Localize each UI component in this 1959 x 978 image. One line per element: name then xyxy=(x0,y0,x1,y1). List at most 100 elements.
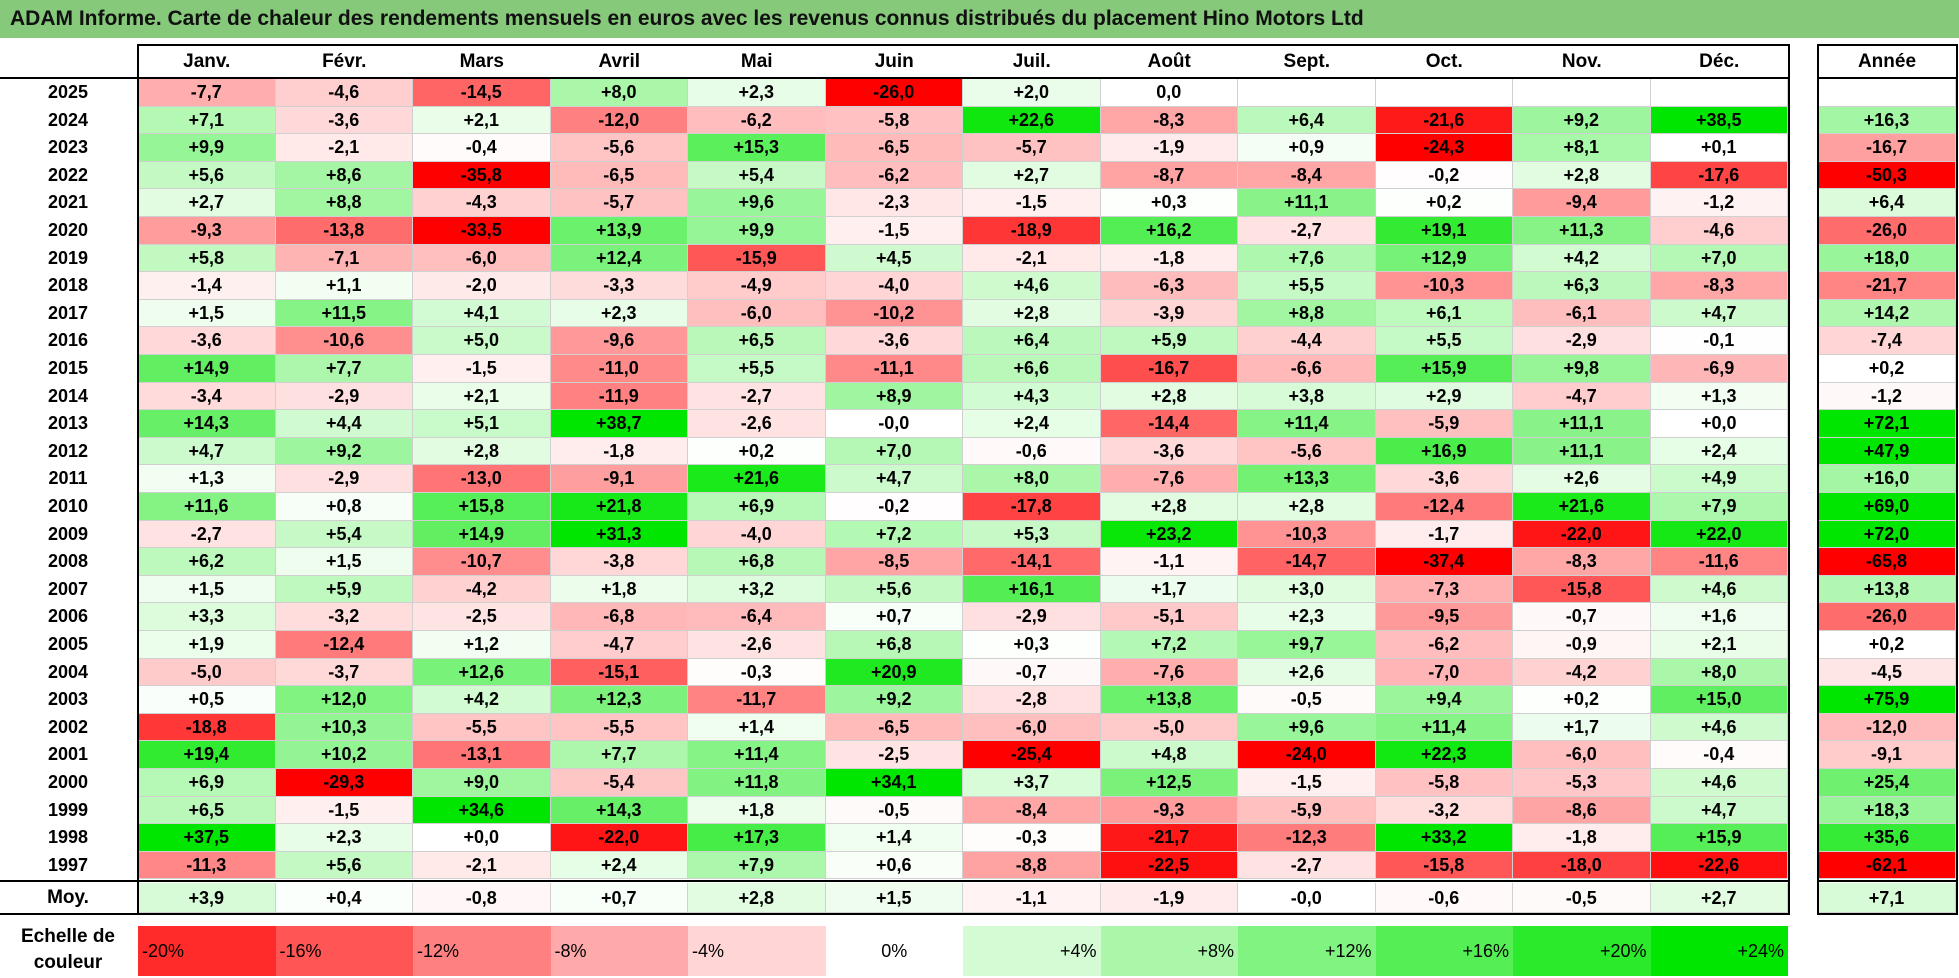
heatmap-cell: +5,5 xyxy=(1238,272,1376,300)
heatmap-cell: +0,5 xyxy=(138,686,276,714)
heatmap-cell: +38,5 xyxy=(1650,106,1788,135)
heatmap-cell: +6,2 xyxy=(138,548,276,576)
heatmap-cell: +9,2 xyxy=(825,686,963,714)
month-header: Oct. xyxy=(1425,51,1463,72)
heatmap-cell: -1,7 xyxy=(1375,520,1513,549)
heatmap-cell: +8,9 xyxy=(825,382,963,411)
color-scale-step: -16% xyxy=(275,926,413,976)
heatmap-cell: +5,6 xyxy=(138,161,276,190)
heatmap-cell: -6,0 xyxy=(688,299,826,328)
annual-cell: +25,4 xyxy=(1818,769,1956,797)
heatmap-cell: -0,3 xyxy=(963,824,1101,852)
heatmap-cell: -8,7 xyxy=(1100,161,1238,190)
heatmap-cell: +9,8 xyxy=(1513,355,1651,383)
heatmap-cell: -6,0 xyxy=(963,713,1101,742)
heatmap-cell: +5,0 xyxy=(413,327,551,355)
heatmap-cell: +5,4 xyxy=(688,161,826,190)
heatmap-cell: -6,2 xyxy=(825,161,963,190)
heatmap-cell: +7,6 xyxy=(1238,244,1376,273)
annual-cell: -50,3 xyxy=(1818,161,1956,190)
year-label: 2010 xyxy=(47,496,89,516)
heatmap-cell: +9,9 xyxy=(688,217,826,245)
heatmap-cell: +7,2 xyxy=(1100,631,1238,659)
heatmap-cell: +6,6 xyxy=(963,355,1101,383)
month-header: Août xyxy=(1147,51,1191,72)
annual-cell: +18,0 xyxy=(1818,244,1956,273)
heatmap-cell: +2,7 xyxy=(138,189,276,217)
heatmap-cell: +5,5 xyxy=(688,355,826,383)
heatmap-cell: -1,9 xyxy=(1100,134,1238,162)
heatmap-cell: +8,0 xyxy=(1650,658,1788,687)
heatmap-cell: +12,3 xyxy=(550,686,688,714)
month-header: Févr. xyxy=(322,51,367,72)
heatmap-cell: -9,4 xyxy=(1513,189,1651,217)
heatmap-cell: -21,7 xyxy=(1100,824,1238,852)
heatmap-cell: -5,6 xyxy=(1238,437,1376,466)
annual-cell: +75,9 xyxy=(1818,686,1956,714)
heatmap-cell: -0,0 xyxy=(825,410,963,438)
heatmap-cell: +5,8 xyxy=(138,244,276,273)
heatmap-cell: +7,9 xyxy=(688,851,826,880)
heatmap-cell: -2,8 xyxy=(963,686,1101,714)
heatmap-cell: -13,0 xyxy=(413,465,551,493)
year-label: 2005 xyxy=(47,634,89,654)
heatmap-cell: -2,1 xyxy=(275,134,413,162)
heatmap-cell: -6,2 xyxy=(1375,631,1513,659)
heatmap-cell: +14,9 xyxy=(413,520,551,549)
heatmap-cell: +10,2 xyxy=(275,741,413,769)
heatmap-cell: -3,3 xyxy=(550,272,688,300)
heatmap-cell: +4,5 xyxy=(825,244,963,273)
heatmap-cell: +6,9 xyxy=(138,769,276,797)
heatmap-cell: +7,7 xyxy=(275,355,413,383)
heatmap-cell: +5,4 xyxy=(275,520,413,549)
heatmap-cell: +3,2 xyxy=(688,575,826,604)
heatmap-cell: -4,7 xyxy=(1513,382,1651,411)
heatmap-cell: -0,7 xyxy=(963,658,1101,687)
heatmap-cell: +0,3 xyxy=(963,631,1101,659)
heatmap-cell: +9,9 xyxy=(138,134,276,162)
heatmap-cell: +21,8 xyxy=(550,493,688,521)
heatmap-cell: -4,2 xyxy=(413,575,551,604)
heatmap-cell: -15,9 xyxy=(688,244,826,273)
heatmap-cell: +0,2 xyxy=(1513,686,1651,714)
heatmap-cell: -11,1 xyxy=(825,355,963,383)
heatmap-cell: +8,8 xyxy=(275,189,413,217)
heatmap-cell: -0,7 xyxy=(1513,603,1651,631)
heatmap-cell: +8,8 xyxy=(1238,299,1376,328)
heatmap-cell: +2,6 xyxy=(1513,465,1651,493)
average-cell: +0,4 xyxy=(275,883,413,913)
heatmap-cell: -2,1 xyxy=(413,851,551,880)
annual-cell: -1,2 xyxy=(1818,382,1956,411)
heatmap-cell: +15,9 xyxy=(1650,824,1788,852)
heatmap-cell: -14,1 xyxy=(963,548,1101,576)
heatmap-cell: -1,4 xyxy=(138,272,276,300)
heatmap-cell: +17,3 xyxy=(688,824,826,852)
heatmap-cell: -6,3 xyxy=(1100,272,1238,300)
heatmap-cell: +4,9 xyxy=(1650,465,1788,493)
average-cell: -0,0 xyxy=(1238,883,1376,913)
heatmap-cell: +11,8 xyxy=(688,769,826,797)
heatmap-cell: -7,3 xyxy=(1375,575,1513,604)
annual-cell: +18,3 xyxy=(1818,796,1956,825)
heatmap-cell: +4,1 xyxy=(413,299,551,328)
heatmap-cell: +8,0 xyxy=(963,465,1101,493)
heatmap-cell: 0,0 xyxy=(1100,79,1238,107)
annual-cell: +0,2 xyxy=(1818,631,1956,659)
heatmap-cell: +4,6 xyxy=(963,272,1101,300)
heatmap-cell: +5,3 xyxy=(963,520,1101,549)
year-label: 2009 xyxy=(47,523,89,544)
heatmap-cell: -4,4 xyxy=(1238,327,1376,355)
heatmap-cell: +11,3 xyxy=(1513,217,1651,245)
month-header: Mars xyxy=(459,51,504,72)
heatmap-cell: +2,8 xyxy=(1513,161,1651,190)
heatmap-cell: -11,3 xyxy=(138,851,276,880)
heatmap-cell: +8,6 xyxy=(275,161,413,190)
heatmap-cell: +4,6 xyxy=(1650,713,1788,742)
heatmap-cell: -10,3 xyxy=(1375,272,1513,300)
heatmap-cell: -12,3 xyxy=(1238,824,1376,852)
heatmap-cell: -5,4 xyxy=(550,769,688,797)
heatmap-cell: +12,5 xyxy=(1100,769,1238,797)
heatmap-cell: +2,6 xyxy=(1238,658,1376,687)
annual-cell: -26,0 xyxy=(1818,603,1956,631)
heatmap-cell: -18,8 xyxy=(138,713,276,742)
